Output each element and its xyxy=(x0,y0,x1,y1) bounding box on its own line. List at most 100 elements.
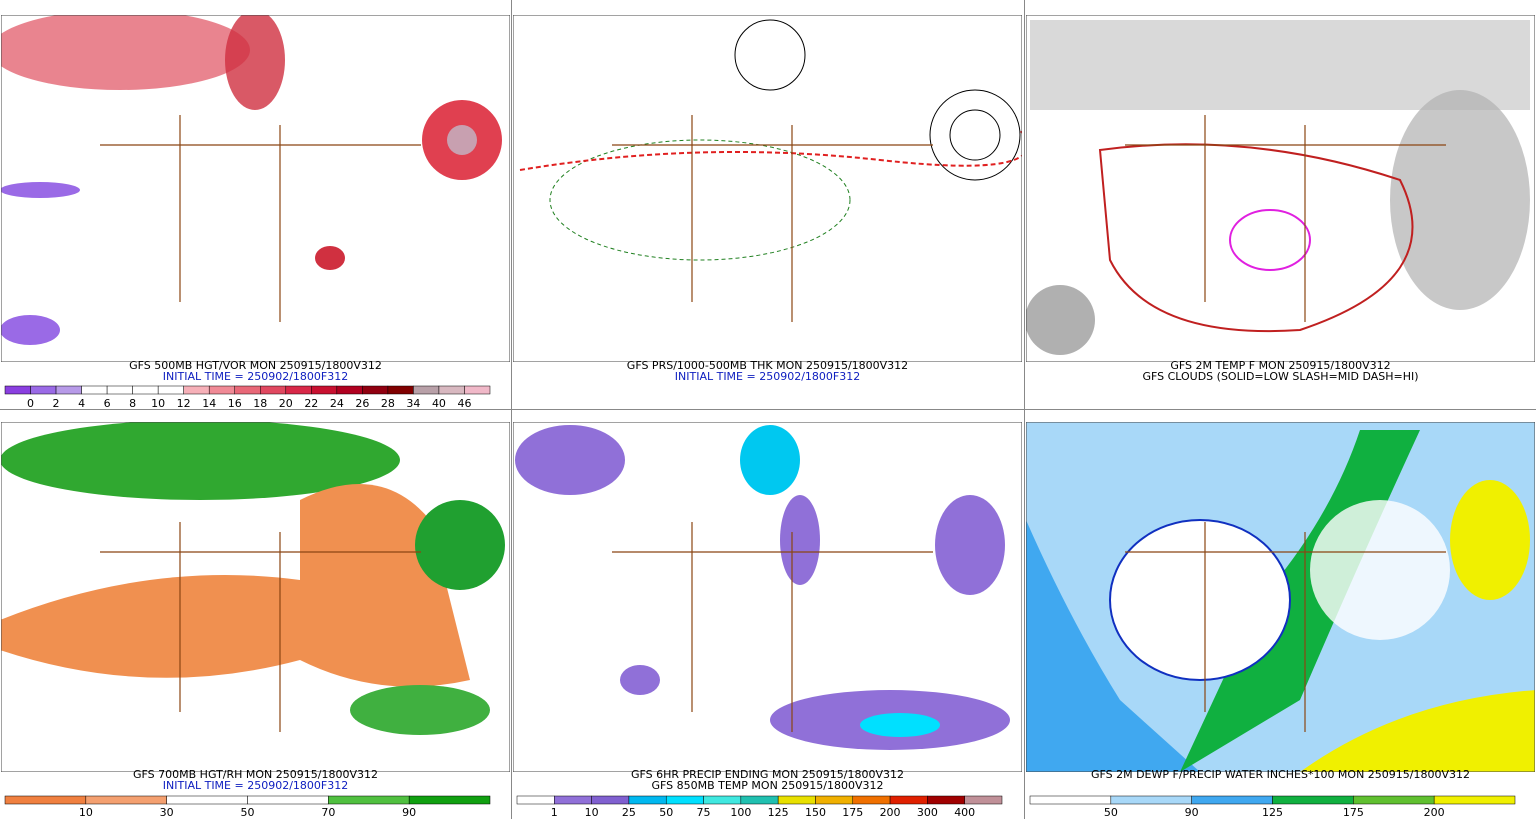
colorbar-label: 22 xyxy=(304,397,318,410)
caption: GFS 2M DEWP F/PRECIP WATER INCHES*100 MO… xyxy=(1091,768,1470,781)
map-shape xyxy=(447,125,477,155)
colorbar-label: 400 xyxy=(954,806,975,819)
colorbar-swatch xyxy=(336,385,363,395)
caption: GFS 850MB TEMP MON 250915/1800V312 xyxy=(651,779,883,792)
map-shape xyxy=(740,425,800,495)
colorbar-label: 16 xyxy=(228,397,242,410)
caption: GFS 6HR PRECIP ENDING MON 250915/1800V31… xyxy=(631,768,904,781)
map-shape xyxy=(1,182,80,198)
map-shape xyxy=(519,129,1022,171)
colorbar-label: 50 xyxy=(1104,806,1118,819)
map-decorations xyxy=(1,15,1535,772)
colorbar-swatch xyxy=(132,385,159,395)
borders xyxy=(1125,115,1446,322)
colorbar-label: 26 xyxy=(355,397,369,410)
colorbar-swatch xyxy=(1433,795,1516,805)
colorbar-label: 10 xyxy=(585,806,599,819)
colorbar-label: 24 xyxy=(330,397,344,410)
colorbar-label: 12 xyxy=(177,397,191,410)
colorbar-swatch xyxy=(234,385,261,395)
colorbar-swatch xyxy=(166,795,248,805)
map-shape xyxy=(350,685,490,735)
map-shape xyxy=(1026,285,1095,355)
colorbar-swatch xyxy=(30,385,57,395)
colorbar-label: 14 xyxy=(202,397,216,410)
colorbar-swatch xyxy=(628,795,667,805)
map-shape xyxy=(1109,519,1291,681)
map xyxy=(1,422,510,772)
colorbar-swatch xyxy=(665,795,704,805)
map-shape xyxy=(1390,90,1530,310)
colorbar-swatch xyxy=(703,795,742,805)
map-shape xyxy=(1,15,250,90)
colorbar-swatch xyxy=(208,385,235,395)
colorbar-label: 50 xyxy=(241,806,255,819)
colorbar-label: 75 xyxy=(697,806,711,819)
map-shape xyxy=(1,575,300,678)
colorbar-swatch xyxy=(408,795,491,805)
colorbar-swatch xyxy=(4,795,87,805)
colorbar-swatch xyxy=(311,385,338,395)
borders xyxy=(1125,522,1446,732)
colorbar-swatch xyxy=(889,795,928,805)
map-frame xyxy=(513,15,1022,362)
map-shape xyxy=(929,89,1021,181)
map xyxy=(1026,15,1535,362)
colorbar-label: 6 xyxy=(104,397,111,410)
colorbar-swatch xyxy=(777,795,816,805)
colorbar-swatch xyxy=(927,795,965,805)
map xyxy=(513,15,1022,362)
map-shape xyxy=(949,109,1001,161)
colorbar-swatch xyxy=(554,795,592,805)
colorbar-label: 18 xyxy=(253,397,267,410)
map-shape xyxy=(1450,480,1530,600)
colorbar-label: 300 xyxy=(917,806,938,819)
colorbar-label: 50 xyxy=(659,806,673,819)
colorbar-swatch xyxy=(1353,795,1435,805)
colorbar-label: 150 xyxy=(805,806,826,819)
borders xyxy=(612,522,933,732)
map-shape xyxy=(1310,500,1450,640)
colorbar-swatch xyxy=(157,385,184,395)
colorbar-swatch xyxy=(413,385,440,395)
map-shape xyxy=(315,246,345,270)
colorbar-swatch xyxy=(183,385,210,395)
colorbar-swatch xyxy=(1191,795,1273,805)
map xyxy=(1,15,510,362)
caption: GFS PRS/1000-500MB THK MON 250915/1800V3… xyxy=(627,359,908,372)
colorbar-label: 200 xyxy=(880,806,901,819)
map-shape xyxy=(860,713,940,737)
colorbar-label: 20 xyxy=(279,397,293,410)
colorbar-swatch xyxy=(740,795,779,805)
colorbar-swatch xyxy=(362,385,389,395)
map-shape xyxy=(1098,143,1414,333)
colorbar-label: 70 xyxy=(321,806,335,819)
map-shape xyxy=(415,500,505,590)
map-shape xyxy=(620,665,660,695)
map-shape xyxy=(1300,690,1535,772)
colorbar-swatch xyxy=(285,385,312,395)
colorbar-label: 1 xyxy=(551,806,558,819)
colorbar-swatch xyxy=(1029,795,1112,805)
colorbar-swatch xyxy=(1110,795,1192,805)
colorbar-swatch xyxy=(1272,795,1354,805)
colorbar-label: 4 xyxy=(78,397,85,410)
colorbar-label: 8 xyxy=(129,397,136,410)
borders xyxy=(100,115,421,322)
colorbar-label: 28 xyxy=(381,397,395,410)
map-shape xyxy=(734,19,806,91)
colorbar-label: 175 xyxy=(1343,806,1364,819)
map-shape xyxy=(1229,209,1311,271)
colorbar-swatch xyxy=(516,795,555,805)
colorbar-label: 125 xyxy=(1262,806,1283,819)
colorbar-swatch xyxy=(815,795,854,805)
colorbar-label: 90 xyxy=(1185,806,1199,819)
borders xyxy=(100,522,421,732)
colorbar-label: 46 xyxy=(457,397,471,410)
map-shape xyxy=(780,495,820,585)
colorbar-label: 100 xyxy=(730,806,751,819)
map-shape xyxy=(549,139,851,261)
colorbar-swatch xyxy=(852,795,891,805)
caption: GFS 2M TEMP F MON 250915/1800V312 xyxy=(1170,359,1390,372)
